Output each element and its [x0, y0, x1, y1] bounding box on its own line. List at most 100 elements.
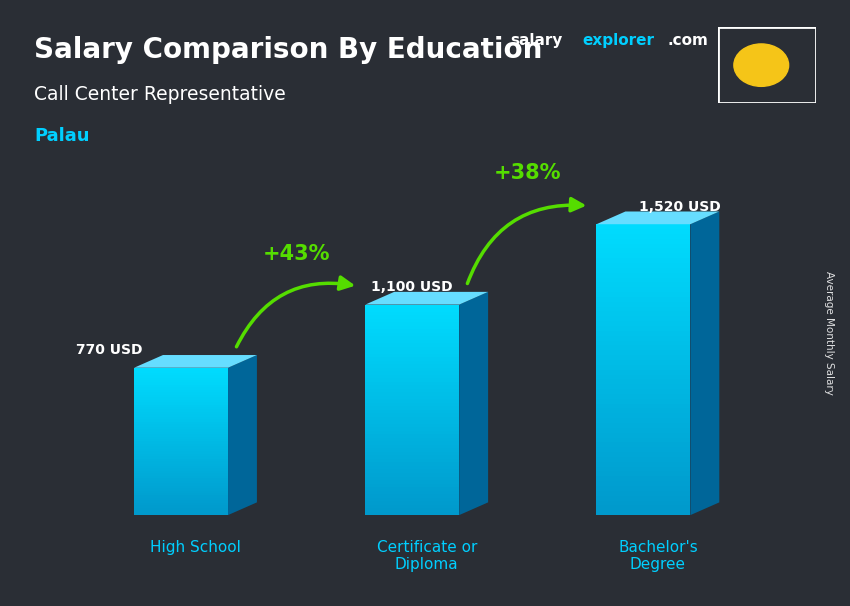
Bar [366, 410, 459, 413]
Text: salary: salary [510, 33, 563, 48]
Bar [597, 282, 690, 287]
Bar [134, 478, 228, 481]
Bar [597, 316, 690, 321]
Text: High School: High School [150, 540, 241, 555]
Bar [597, 457, 690, 462]
Bar [597, 394, 690, 399]
Bar [134, 412, 228, 415]
Bar [366, 427, 459, 431]
Bar [366, 459, 459, 462]
Bar [366, 305, 459, 308]
Bar [134, 373, 228, 375]
Text: Certificate or
Diploma: Certificate or Diploma [377, 540, 477, 573]
Bar [366, 508, 459, 511]
Polygon shape [134, 355, 257, 368]
Bar [597, 355, 690, 360]
Text: .com: .com [667, 33, 708, 48]
Bar [134, 508, 228, 510]
Text: 1,520 USD: 1,520 USD [638, 200, 721, 214]
Bar [597, 350, 690, 355]
Bar [134, 461, 228, 464]
Bar [134, 380, 228, 382]
Text: +38%: +38% [494, 163, 562, 183]
Bar [134, 451, 228, 454]
Bar [134, 417, 228, 419]
Bar [597, 311, 690, 316]
Bar [134, 434, 228, 436]
Bar [366, 336, 459, 340]
Text: Bachelor's
Degree: Bachelor's Degree [618, 540, 698, 573]
Bar [134, 456, 228, 459]
Bar [597, 244, 690, 248]
Bar [134, 400, 228, 402]
Text: Average Monthly Salary: Average Monthly Salary [824, 271, 834, 395]
Bar [134, 427, 228, 429]
Bar [597, 370, 690, 375]
Bar [134, 510, 228, 513]
Bar [597, 452, 690, 457]
Bar [134, 375, 228, 378]
Bar [597, 423, 690, 428]
Bar [366, 424, 459, 427]
Bar [597, 302, 690, 307]
Bar [366, 371, 459, 375]
Bar [597, 292, 690, 297]
Bar [366, 494, 459, 498]
Bar [597, 239, 690, 244]
Bar [366, 375, 459, 378]
Bar [134, 473, 228, 476]
Bar [366, 445, 459, 448]
Bar [134, 370, 228, 373]
Bar [597, 404, 690, 408]
Polygon shape [459, 292, 488, 515]
Bar [597, 258, 690, 263]
Bar [134, 424, 228, 427]
Bar [134, 466, 228, 468]
Bar [366, 473, 459, 476]
Bar [597, 447, 690, 452]
Bar [597, 326, 690, 331]
Bar [366, 368, 459, 371]
Bar [597, 433, 690, 438]
Bar [134, 385, 228, 387]
Bar [597, 263, 690, 268]
Bar [134, 407, 228, 410]
Text: 770 USD: 770 USD [76, 343, 142, 357]
Bar [597, 341, 690, 345]
Bar [597, 481, 690, 486]
Text: Call Center Representative: Call Center Representative [34, 85, 286, 104]
Bar [597, 321, 690, 326]
Bar [597, 365, 690, 370]
Bar [597, 307, 690, 311]
Bar [597, 384, 690, 389]
Bar [597, 442, 690, 447]
Bar [366, 417, 459, 421]
Bar [134, 436, 228, 439]
Text: Palau: Palau [34, 127, 89, 145]
Bar [134, 419, 228, 422]
Bar [597, 375, 690, 379]
Bar [134, 395, 228, 397]
Bar [134, 410, 228, 412]
Bar [366, 322, 459, 325]
Bar [134, 429, 228, 431]
Bar [366, 308, 459, 311]
Bar [134, 501, 228, 503]
Polygon shape [690, 211, 719, 515]
Bar [366, 421, 459, 424]
Bar [134, 387, 228, 390]
Bar [366, 311, 459, 315]
Bar [597, 253, 690, 258]
Bar [597, 224, 690, 229]
Bar [366, 343, 459, 347]
Bar [366, 315, 459, 319]
Bar [366, 392, 459, 396]
Bar [134, 439, 228, 441]
Bar [134, 464, 228, 466]
Bar [597, 389, 690, 394]
Bar [134, 444, 228, 447]
Bar [597, 287, 690, 292]
Bar [597, 486, 690, 491]
Bar [597, 360, 690, 365]
Bar [366, 490, 459, 494]
